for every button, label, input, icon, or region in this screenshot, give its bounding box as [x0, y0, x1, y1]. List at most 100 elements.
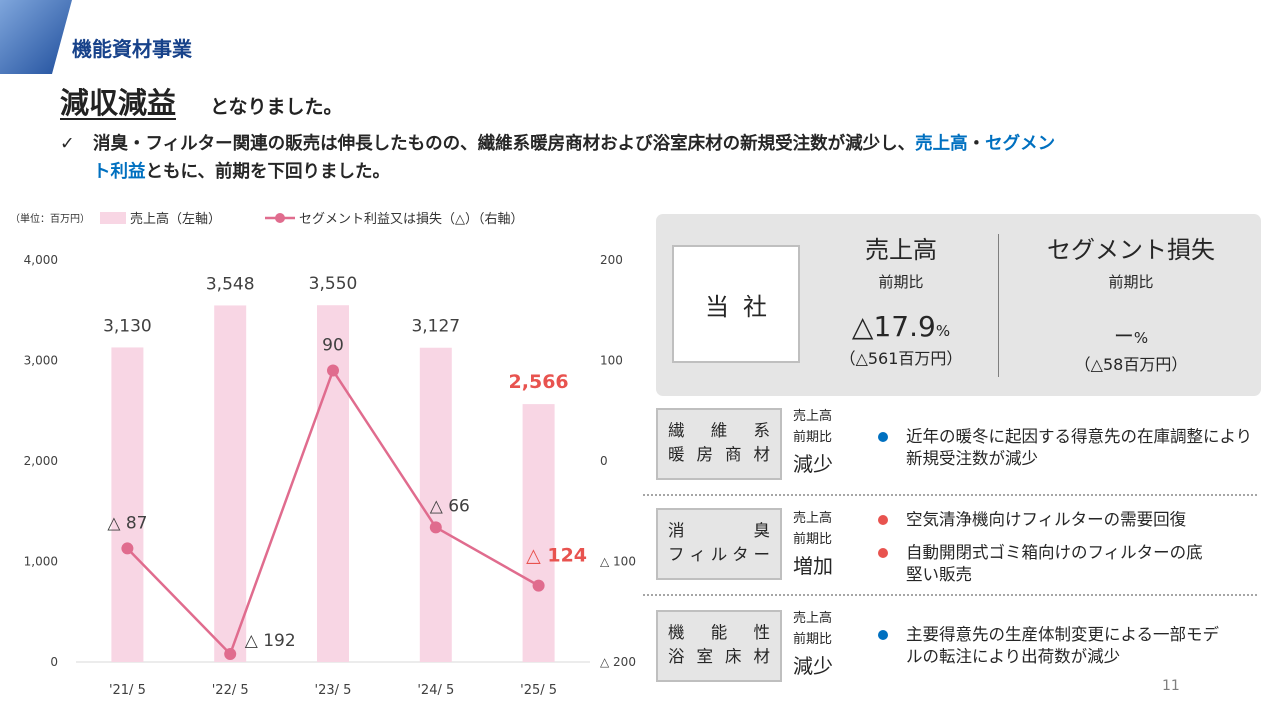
segment-profit-label: △ 66: [430, 496, 470, 516]
meta-sales: 売上高: [793, 409, 833, 424]
bullet-dot-icon: [878, 548, 888, 558]
headline: 減収減益 となりました。: [60, 80, 342, 122]
list-item: 近年の暖冬に起因する得意先の在庫調整により新規受注数が減少: [878, 426, 1258, 470]
bullet-dot-icon: [878, 515, 888, 525]
sales-change-value: △17.9: [851, 310, 936, 343]
headline-main: 減収減益: [60, 86, 177, 120]
sales-bar-label: 3,550: [309, 274, 358, 294]
segment-profit-point: [121, 542, 134, 555]
segment-name-deodorant: 消臭 フィルター: [656, 508, 782, 580]
segment-name-line2: フィルター: [668, 545, 770, 564]
meta-yoy: 前期比: [793, 430, 833, 445]
left-axis-tick-label: 0: [50, 655, 58, 669]
sales-change-unit: %: [935, 322, 951, 340]
segment-separator: [643, 494, 1257, 496]
sales-bar-label: 3,127: [411, 317, 460, 337]
bullet-dot-icon: [878, 630, 888, 640]
sales-sub: 前期比: [878, 273, 924, 291]
segment-profit-point: [224, 647, 237, 660]
bullet-highlight-segment-a: セグメン: [985, 134, 1056, 154]
segment-sub: 前期比: [1108, 273, 1154, 291]
summary-panel: 当社 売上高 前期比 △17.9% （△561百万円） セグメント損失 前期比 …: [656, 214, 1261, 396]
x-axis-tick-label: '24/ 5: [417, 683, 454, 698]
segment-profit-point: [532, 579, 545, 592]
segment-name-line1: 繊維系: [668, 421, 770, 440]
segment-change-value: ー: [1113, 324, 1134, 348]
segment-profit-point: [429, 521, 442, 534]
segment-result: 減少: [793, 452, 833, 476]
meta-yoy: 前期比: [793, 532, 833, 547]
left-axis-tick-label: 4,000: [24, 253, 58, 267]
meta-sales: 売上高: [793, 611, 833, 626]
bullet-dot-icon: [878, 432, 888, 442]
segment-profit-label: △ 192: [245, 631, 296, 651]
segment-profit-label: △ 124: [526, 545, 587, 567]
sales-segment-chart: 0 1,000 2,000 3,000 4,000 △ 200 △ 100 0 100 200 '2…: [24, 253, 636, 698]
segment-meta-deodorant: 売上高 前期比 増加: [793, 508, 833, 577]
segment-name-line1: 消臭: [668, 521, 770, 540]
segment-name-line2: 暖房商材: [668, 445, 770, 464]
legend-line-label: セグメント利益又は損失（△）（右軸）: [299, 212, 524, 227]
sales-bar: [111, 347, 144, 662]
right-axis-tick-label: △ 100: [600, 555, 636, 569]
sales-bar: [522, 404, 555, 662]
right-axis-tick-label: 0: [600, 454, 608, 468]
segment-profit-label: 90: [322, 336, 344, 356]
segment-name-line2: 浴室床材: [668, 647, 770, 666]
bullet-highlight-sales: 売上高: [915, 134, 968, 154]
legend-bar-swatch: [100, 211, 126, 224]
bullet-text-1: 消臭・フィルター関連の販売は伸長したものの、繊維系暖房商材および浴室床材の新規受…: [93, 134, 916, 154]
segment-name-line1: 機能性: [668, 623, 770, 642]
corner-accent: [0, 0, 72, 74]
segment-amount: （△58百万円）: [1074, 355, 1188, 374]
bullet-continuation: ト利益ともに、前期を下回りました。: [60, 158, 1270, 186]
segment-name-bath: 機能性 浴室床材: [656, 610, 782, 682]
sales-bar: [317, 305, 349, 662]
headline-suffix: となりました。: [210, 96, 343, 118]
segment-summary: セグメント損失 前期比 ー% （△58百万円）: [1011, 230, 1251, 375]
segment-profit-point: [327, 364, 339, 377]
right-axis-tick-label: 100: [600, 354, 623, 368]
left-axis-tick-label: 3,000: [24, 354, 58, 368]
segment-result: 減少: [793, 654, 833, 678]
segment-title: セグメント損失: [1047, 236, 1215, 264]
x-axis-tick-label: '22/ 5: [212, 683, 249, 698]
segment-points-deodorant: 空気清浄機向けフィルターの需要回復 自動開閉式ゴミ箱向けのフィルターの底堅い販売: [878, 509, 1218, 597]
x-axis-tick-label: '23/ 5: [315, 683, 352, 698]
segment-meta-textile: 売上高 前期比 減少: [793, 406, 833, 475]
left-axis-tick-label: 2,000: [24, 454, 58, 468]
segment-result: 増加: [793, 554, 833, 578]
meta-sales: 売上高: [793, 511, 833, 526]
meta-yoy: 前期比: [793, 632, 833, 647]
segment-profit-label: △ 87: [107, 513, 147, 533]
bullet-separator: ・: [967, 134, 986, 154]
sales-bar-label: 3,130: [103, 316, 152, 336]
bullet-text-2: ともに、前期を下回りました。: [145, 162, 390, 182]
segment-meta-bath: 売上高 前期比 減少: [793, 608, 833, 677]
section-title: 機能資材事業: [72, 37, 192, 61]
left-axis-tick-label: 1,000: [24, 555, 58, 569]
legend-bar-label: 売上高（左軸）: [130, 212, 222, 227]
legend-line-swatch: [265, 212, 296, 223]
page-number: 11: [1162, 678, 1180, 694]
company-label: 当社: [672, 245, 800, 363]
segment-points-bath: 主要得意先の生産体制変更による一部モデルの転注により出荷数が減少: [878, 624, 1228, 679]
sales-bar: [214, 305, 247, 662]
segment-change: ー%: [1011, 320, 1251, 349]
segment-change-unit: %: [1133, 329, 1149, 347]
list-item: 自動開閉式ゴミ箱向けのフィルターの底堅い販売: [878, 542, 1218, 586]
chart-legend: （単位：百万円） 売上高（左軸） セグメント利益又は損失（△）（右軸）: [10, 208, 524, 227]
bullet-highlight-segment-b: ト利益: [93, 162, 146, 182]
list-item: 空気清浄機向けフィルターの需要回復: [878, 509, 1218, 531]
sales-title: 売上高: [865, 236, 937, 264]
right-axis-tick-label: △ 200: [600, 655, 636, 669]
unit-label: （単位：百万円）: [10, 214, 90, 225]
panel-divider: [998, 234, 999, 377]
segment-points-textile: 近年の暖冬に起因する得意先の在庫調整により新規受注数が減少: [878, 426, 1258, 481]
check-icon: ✓: [60, 134, 75, 154]
segment-name-textile: 繊維系 暖房商材: [656, 408, 782, 480]
sales-bar: [419, 347, 452, 662]
segment-separator: [643, 594, 1257, 596]
list-item: 主要得意先の生産体制変更による一部モデルの転注により出荷数が減少: [878, 624, 1228, 668]
sales-amount: （△561百万円）: [839, 349, 963, 368]
